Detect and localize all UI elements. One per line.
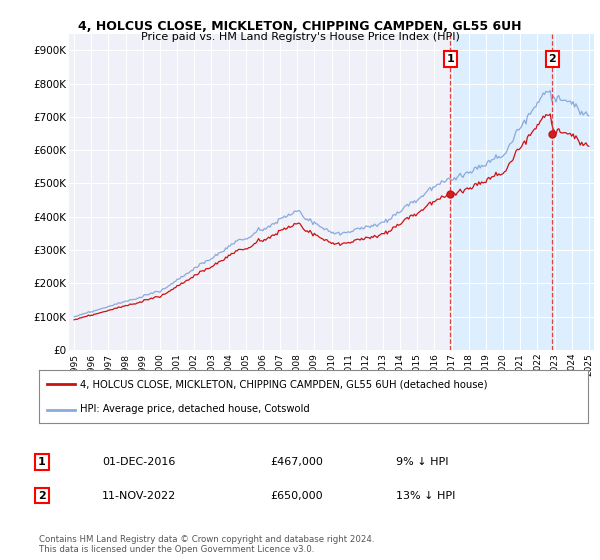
Text: 13% ↓ HPI: 13% ↓ HPI [396,491,455,501]
Text: Price paid vs. HM Land Registry's House Price Index (HPI): Price paid vs. HM Land Registry's House … [140,32,460,42]
Text: £650,000: £650,000 [270,491,323,501]
Text: 1: 1 [38,457,46,467]
Text: HPI: Average price, detached house, Cotswold: HPI: Average price, detached house, Cots… [80,404,310,414]
Text: £467,000: £467,000 [270,457,323,467]
Text: 9% ↓ HPI: 9% ↓ HPI [396,457,449,467]
Text: 1: 1 [446,54,454,64]
Bar [450,34,553,350]
Bar [553,34,594,350]
Text: 11-NOV-2022: 11-NOV-2022 [102,491,176,501]
Text: 2: 2 [38,491,46,501]
Text: 2: 2 [548,54,556,64]
Text: Contains HM Land Registry data © Crown copyright and database right 2024.
This d: Contains HM Land Registry data © Crown c… [39,535,374,554]
Text: 4, HOLCUS CLOSE, MICKLETON, CHIPPING CAMPDEN, GL55 6UH (detached house): 4, HOLCUS CLOSE, MICKLETON, CHIPPING CAM… [80,380,488,390]
Text: 4, HOLCUS CLOSE, MICKLETON, CHIPPING CAMPDEN, GL55 6UH: 4, HOLCUS CLOSE, MICKLETON, CHIPPING CAM… [78,20,522,32]
Text: 01-DEC-2016: 01-DEC-2016 [102,457,175,467]
